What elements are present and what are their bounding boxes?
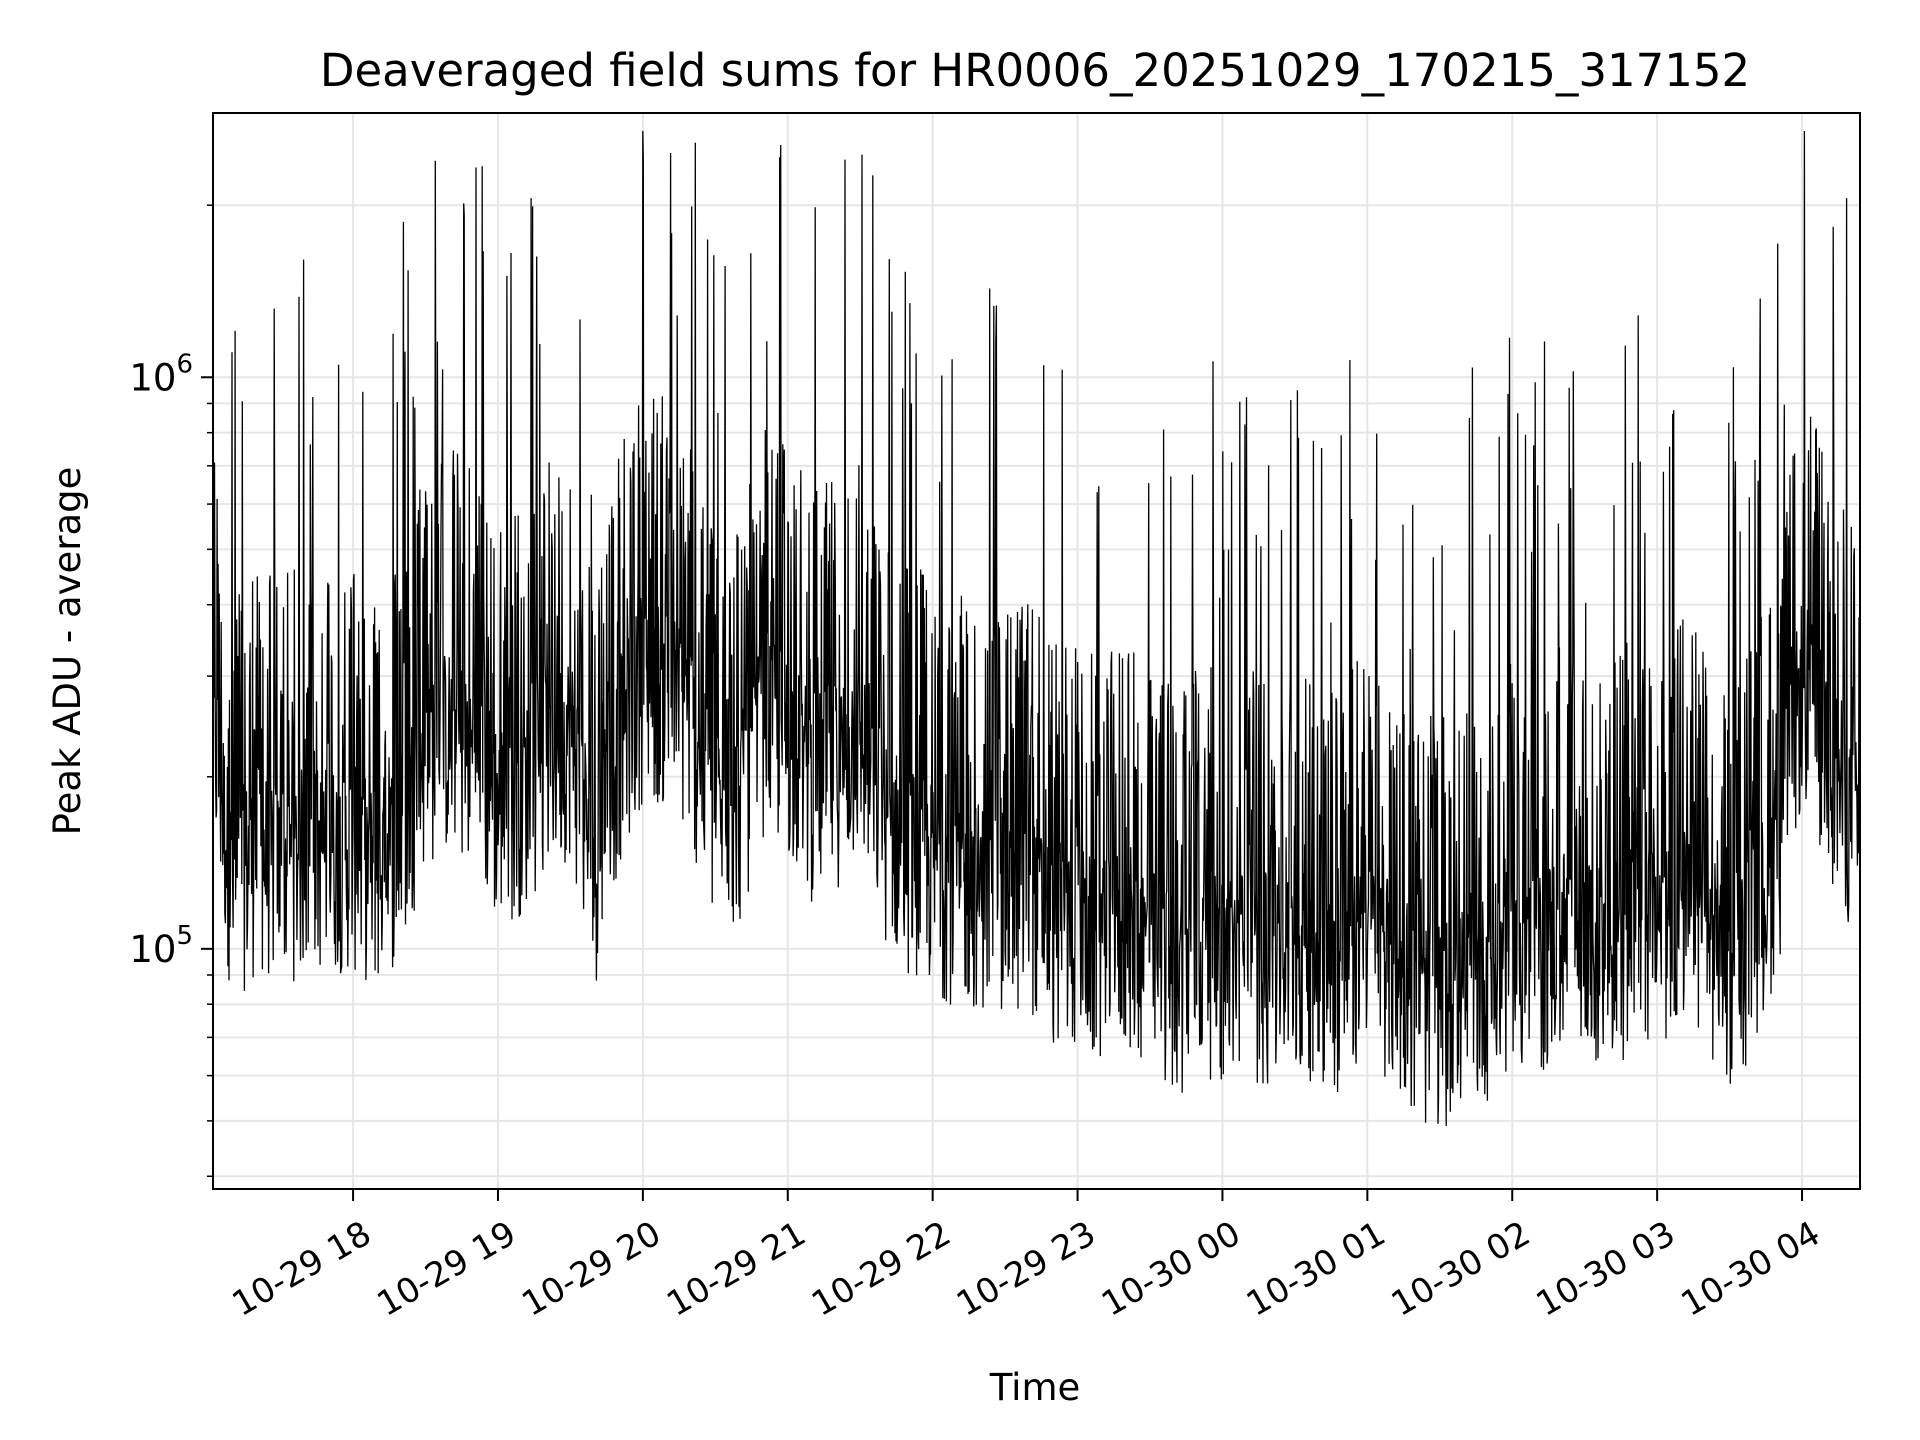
y-tick-label: 105 xyxy=(129,921,193,971)
chart-title: Deaveraged field sums for HR0006_2025102… xyxy=(320,44,1750,97)
x-axis-label: Time xyxy=(989,1366,1081,1409)
y-tick-label: 106 xyxy=(129,349,193,399)
y-axis: 105 106 xyxy=(129,204,213,1178)
plot-area-frame xyxy=(212,112,1861,1190)
series-line xyxy=(212,130,1861,1127)
y-axis-label: Peak ADU - average xyxy=(46,467,89,836)
